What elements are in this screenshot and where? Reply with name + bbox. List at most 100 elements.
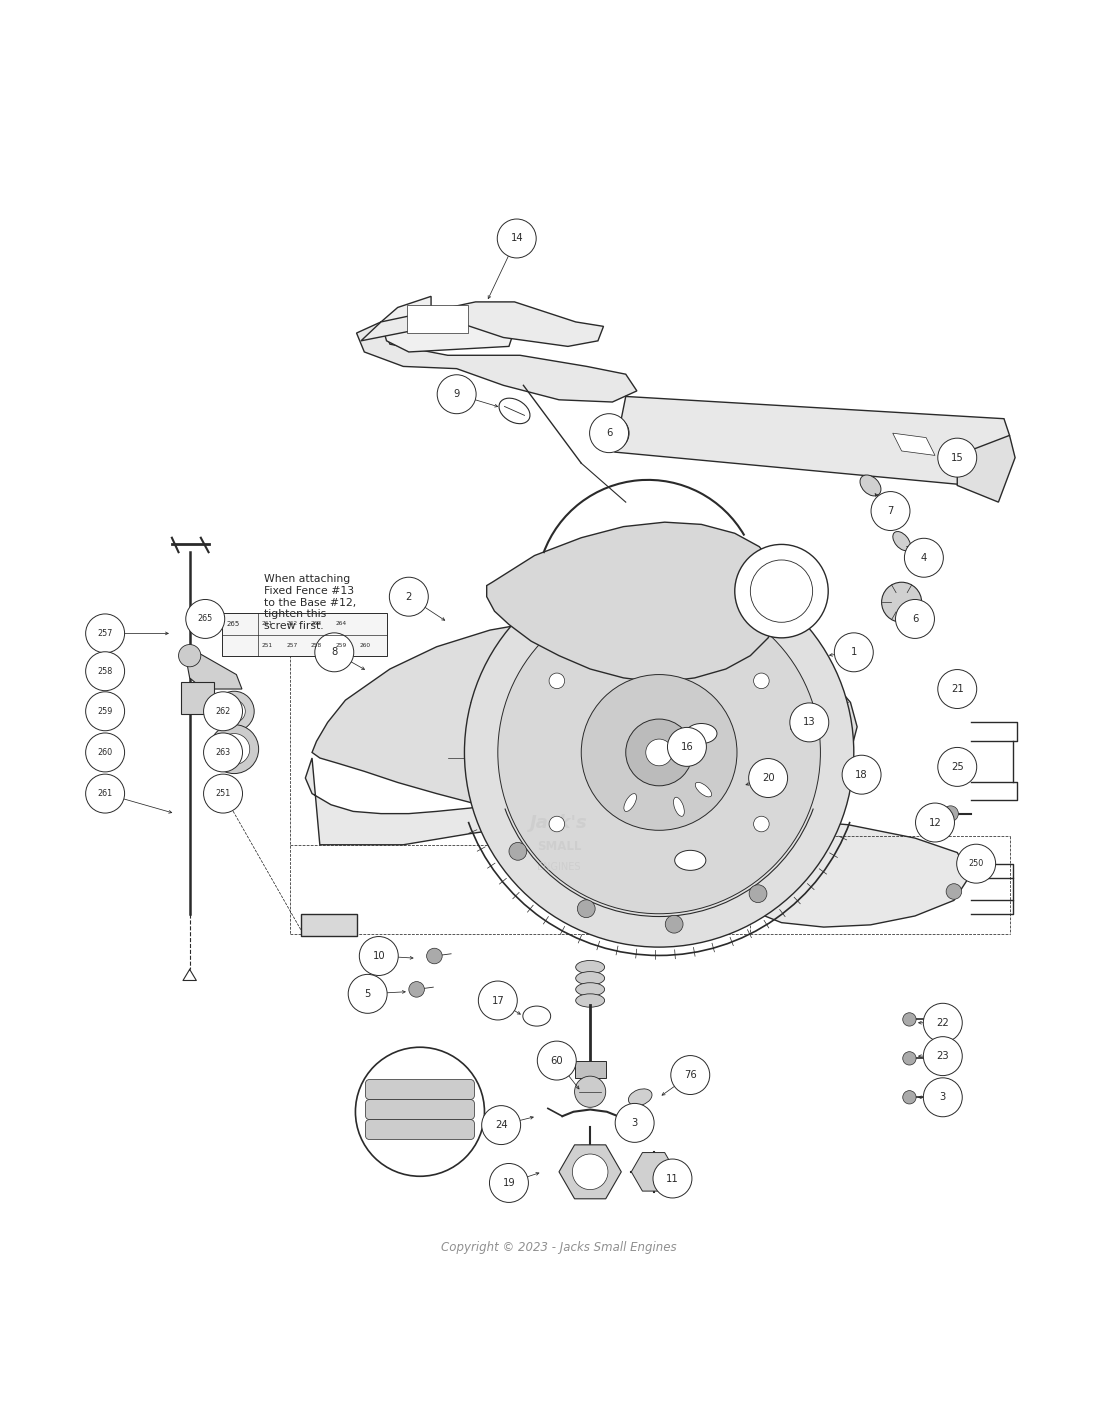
Circle shape [923, 1077, 963, 1117]
Text: 10: 10 [372, 950, 385, 960]
Circle shape [210, 725, 258, 773]
Text: 9: 9 [454, 390, 459, 400]
Circle shape [549, 674, 565, 689]
Text: 15: 15 [951, 452, 964, 462]
Circle shape [219, 733, 249, 765]
Polygon shape [301, 913, 357, 936]
Circle shape [498, 218, 537, 258]
Text: 7: 7 [888, 507, 893, 517]
Text: 262: 262 [216, 706, 230, 716]
Circle shape [203, 733, 243, 772]
Circle shape [735, 545, 828, 638]
Circle shape [749, 759, 787, 798]
Circle shape [577, 900, 595, 918]
Text: 261: 261 [262, 621, 273, 626]
Text: 251: 251 [216, 789, 230, 798]
Circle shape [581, 675, 737, 831]
Text: Copyright © 2023 - Jacks Small Engines: Copyright © 2023 - Jacks Small Engines [442, 1241, 676, 1254]
Circle shape [902, 1052, 916, 1065]
Circle shape [938, 748, 977, 786]
Text: 257: 257 [286, 642, 297, 648]
Circle shape [754, 674, 769, 689]
FancyBboxPatch shape [181, 682, 215, 714]
Ellipse shape [576, 993, 605, 1007]
Circle shape [427, 948, 443, 963]
Text: 13: 13 [803, 718, 816, 728]
Circle shape [589, 414, 628, 452]
Circle shape [203, 692, 243, 731]
Circle shape [86, 733, 124, 772]
Ellipse shape [674, 850, 705, 870]
Circle shape [942, 806, 958, 822]
Text: 21: 21 [951, 684, 964, 694]
Text: 3: 3 [939, 1092, 946, 1102]
Text: 60: 60 [550, 1056, 563, 1066]
Text: 265: 265 [198, 615, 212, 624]
Circle shape [923, 1036, 963, 1076]
Circle shape [902, 1090, 916, 1104]
Circle shape [834, 632, 873, 672]
Circle shape [896, 599, 935, 638]
Circle shape [871, 491, 910, 531]
Circle shape [882, 582, 921, 622]
Ellipse shape [576, 972, 605, 985]
Circle shape [464, 558, 854, 948]
Ellipse shape [523, 1006, 551, 1026]
Circle shape [86, 692, 124, 731]
Circle shape [946, 883, 961, 899]
Circle shape [356, 1047, 484, 1176]
Circle shape [646, 739, 672, 766]
Circle shape [754, 816, 769, 832]
Text: 263: 263 [216, 748, 230, 756]
Circle shape [315, 632, 353, 672]
Circle shape [203, 773, 243, 813]
Text: 25: 25 [951, 762, 964, 772]
Text: 19: 19 [503, 1177, 515, 1187]
Text: 258: 258 [311, 642, 322, 648]
Ellipse shape [695, 782, 712, 796]
Circle shape [902, 1013, 916, 1026]
Polygon shape [632, 1153, 675, 1192]
Circle shape [904, 538, 944, 578]
Text: 12: 12 [929, 818, 941, 828]
Circle shape [938, 438, 977, 477]
Text: 5: 5 [364, 989, 371, 999]
Text: 260: 260 [97, 748, 113, 756]
Circle shape [549, 816, 565, 832]
Circle shape [916, 803, 955, 842]
Circle shape [86, 652, 124, 691]
Text: 6: 6 [606, 428, 613, 438]
Text: Jack's: Jack's [530, 813, 588, 832]
Polygon shape [486, 522, 781, 682]
Text: 20: 20 [761, 773, 775, 783]
FancyBboxPatch shape [366, 1100, 474, 1120]
Circle shape [490, 1163, 529, 1203]
Text: 3: 3 [632, 1117, 637, 1127]
Text: SMALL: SMALL [537, 841, 581, 853]
Text: 18: 18 [855, 769, 868, 779]
Circle shape [938, 669, 977, 708]
Circle shape [86, 773, 124, 813]
Circle shape [359, 936, 398, 976]
Text: 262: 262 [286, 621, 297, 626]
Text: 250: 250 [968, 859, 984, 868]
Circle shape [437, 375, 476, 414]
FancyBboxPatch shape [366, 1120, 474, 1140]
Circle shape [615, 1103, 654, 1143]
Text: 1: 1 [851, 648, 858, 658]
Text: 257: 257 [97, 629, 113, 638]
Text: 22: 22 [937, 1017, 949, 1027]
Ellipse shape [576, 983, 605, 996]
Polygon shape [957, 435, 1015, 502]
Bar [222, 614, 387, 655]
FancyBboxPatch shape [366, 1079, 474, 1100]
Circle shape [626, 719, 692, 786]
Circle shape [538, 1042, 576, 1080]
Circle shape [842, 755, 881, 795]
Circle shape [409, 982, 425, 997]
Circle shape [596, 417, 629, 450]
Text: 259: 259 [335, 642, 347, 648]
Text: 265: 265 [226, 621, 239, 626]
Ellipse shape [685, 723, 717, 743]
Circle shape [923, 1003, 963, 1042]
